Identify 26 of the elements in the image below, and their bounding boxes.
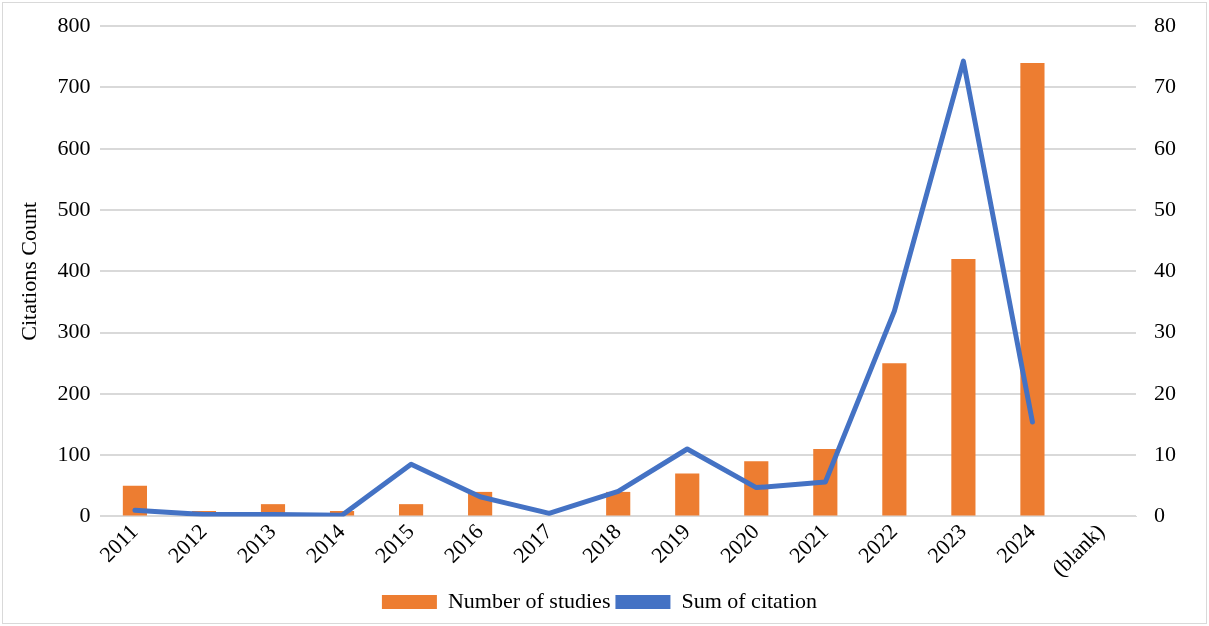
y2-tick-label: 60	[1154, 134, 1176, 160]
y-tick-label: 100	[57, 440, 91, 466]
y-tick-label: 0	[79, 502, 91, 528]
y2-tick-label: 70	[1154, 73, 1176, 99]
bar	[1020, 62, 1045, 516]
bar	[951, 259, 976, 516]
y2-tick-label: 80	[1154, 11, 1176, 37]
bar	[399, 504, 424, 516]
y-tick-label: 300	[57, 318, 91, 344]
y-tick-label: 700	[57, 73, 91, 99]
legend-label: Sum of citation	[681, 587, 818, 613]
y-axis-title: Citations Count	[15, 201, 41, 341]
legend-label: Number of studies	[447, 587, 611, 613]
y-tick-label: 500	[57, 195, 91, 221]
y2-tick-label: 40	[1154, 257, 1176, 283]
y2-tick-label: 10	[1154, 440, 1176, 466]
y-tick-label: 400	[57, 257, 91, 283]
y2-tick-label: 0	[1154, 502, 1165, 528]
y2-tick-label: 30	[1154, 318, 1176, 344]
y-tick-label: 600	[57, 134, 91, 160]
y2-tick-label: 20	[1154, 379, 1176, 405]
y2-tick-label: 50	[1154, 195, 1176, 221]
y-tick-label: 200	[57, 379, 91, 405]
bar	[675, 473, 700, 516]
y-tick-label: 800	[57, 11, 91, 37]
bar	[882, 363, 907, 516]
